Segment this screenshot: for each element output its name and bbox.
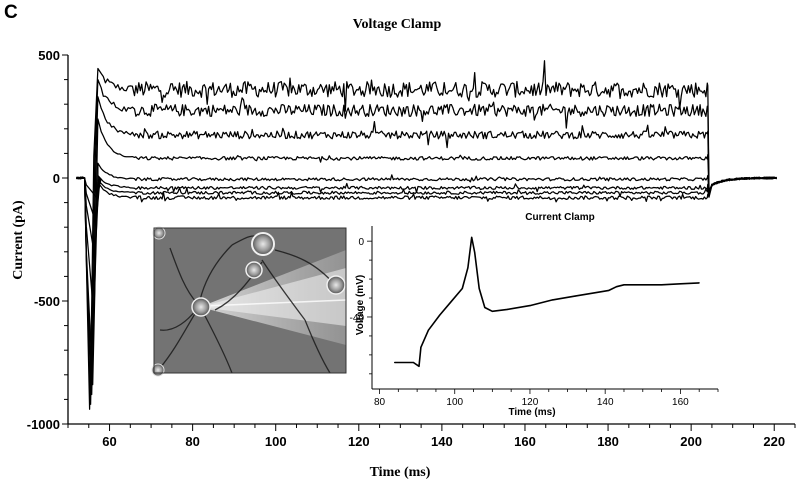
inset-data-point: [608, 289, 610, 291]
voltage-clamp-chart: Voltage Clamp 500 0 -500 -1000 60 80 100 120 140…: [11, 17, 796, 480]
inset-chart-x-label: Time (ms): [508, 407, 555, 418]
main-chart-title: Voltage Clamp: [353, 17, 442, 32]
main-trace-series: [76, 162, 777, 317]
inset-data-point: [412, 361, 414, 364]
main-x-tick-label: 180: [597, 434, 619, 449]
inset-x-tick-label: 160: [672, 397, 689, 408]
inset-chart-y-label: Voltage (mV): [355, 275, 366, 335]
main-x-tick-label: 160: [514, 434, 536, 449]
inset-data-point: [471, 236, 473, 238]
main-x-tick-label: 140: [431, 434, 453, 449]
inset-data-point: [418, 365, 420, 367]
main-x-tick-label: 220: [763, 434, 785, 449]
inset-data-point: [461, 287, 463, 290]
main-x-tick-label: 100: [265, 434, 287, 449]
inset-x-tick-label: 80: [374, 397, 386, 408]
main-y-tick-label: -1000: [27, 417, 60, 432]
inset-data-point: [474, 251, 476, 254]
inset-chart-trace: [394, 236, 700, 368]
main-trace-series: [76, 176, 777, 203]
main-trace-series: [76, 118, 777, 386]
inset-data-point: [679, 283, 682, 285]
inset-data-point: [529, 305, 531, 307]
inset-data-point: [484, 306, 486, 309]
inset-x-tick-label: 100: [446, 397, 463, 408]
inset-y-tick-label: 0: [358, 237, 364, 248]
main-trace-series: [76, 60, 777, 410]
inset-data-point: [615, 286, 618, 288]
main-y-tick-label: 0: [53, 171, 60, 186]
main-x-tick-label: 120: [348, 434, 370, 449]
inset-chart-axes: 0 -40 80 100 120 140 160: [350, 226, 719, 408]
inset-data-point: [491, 310, 493, 312]
inset-data-point: [467, 267, 469, 269]
main-trace-series: [76, 96, 777, 396]
inset-data-point: [478, 287, 480, 290]
inset-data-point: [394, 361, 396, 364]
inset-data-point: [623, 284, 625, 286]
inset-x-tick-label: 140: [597, 397, 614, 408]
main-y-tick-label: -500: [34, 294, 60, 309]
inset-y-tick-label: -40: [350, 313, 365, 324]
main-x-tick-label: 60: [102, 434, 116, 449]
inset-voltage-trace: [394, 236, 700, 368]
current-clamp-chart: Current Clamp 0 -40 80 100 120 140 160 Time (m…: [348, 206, 719, 420]
main-trace-series: [76, 176, 777, 223]
main-chart-y-label: Current (pA): [11, 200, 26, 280]
inset-data-point: [574, 295, 576, 297]
inset-data-point: [661, 284, 663, 286]
main-chart-x-label: Time (ms): [370, 465, 431, 480]
main-trace-series: [76, 78, 778, 405]
panel-letter: C: [4, 2, 18, 23]
main-trace-series: [76, 174, 777, 258]
inset-data-point: [597, 291, 599, 293]
main-chart-traces: [76, 60, 778, 410]
inset-data-point: [551, 299, 554, 301]
inset-data-point: [450, 301, 452, 303]
neuron-micrograph-image: [151, 226, 347, 377]
inset-data-point: [698, 282, 700, 284]
inset-data-point: [427, 329, 429, 331]
main-x-tick-label: 200: [680, 434, 702, 449]
inset-x-tick-label: 120: [522, 397, 539, 408]
main-chart-axes: 500 0 -500 -1000 60 80 100 120 140 160 180 200 220: [27, 48, 796, 449]
inset-chart-title: Current Clamp: [525, 212, 594, 223]
inset-data-point: [439, 314, 441, 316]
inset-data-point: [642, 284, 644, 286]
main-y-tick-label: 500: [38, 48, 60, 63]
inset-data-point: [506, 308, 508, 310]
inset-data-point: [420, 346, 422, 348]
main-x-tick-label: 80: [185, 434, 199, 449]
